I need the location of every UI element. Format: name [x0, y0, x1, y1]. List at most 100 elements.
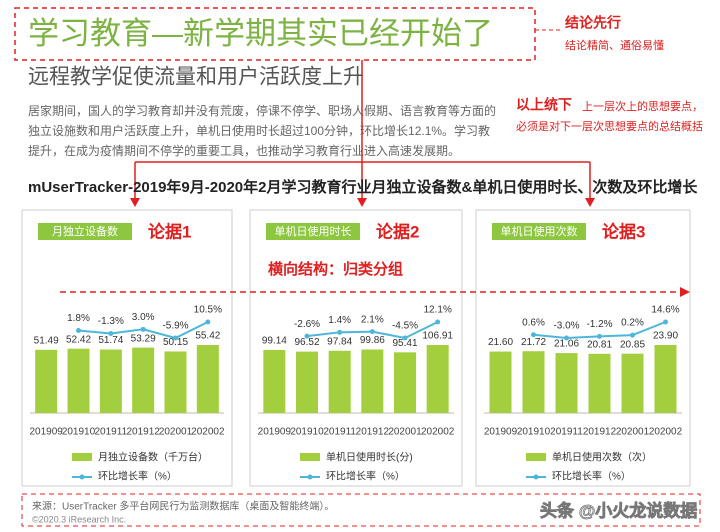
- legend-swatch: [533, 474, 539, 480]
- annotation-text: 必须是对下一层次思想要点的总结概括: [516, 119, 703, 133]
- evidence-label: 论据2: [376, 221, 419, 241]
- growth-point: [173, 335, 178, 341]
- legend-swatch: [72, 453, 92, 461]
- line-value-label: -5.9%: [162, 321, 188, 332]
- arrow-heads: [130, 198, 595, 207]
- x-tick-label: 201910: [62, 427, 96, 438]
- growth-point: [304, 333, 310, 339]
- bar-value-label: 21.72: [521, 337, 546, 348]
- line-value-label: 3.0%: [132, 312, 155, 323]
- growth-point: [630, 332, 635, 338]
- bar: [328, 350, 351, 413]
- tag-bg: [266, 223, 360, 240]
- bar: [35, 349, 58, 413]
- legend-label: 单机日使用次数（次）: [552, 451, 652, 464]
- bar-value-label: 20.85: [620, 339, 645, 350]
- growth-point: [531, 332, 536, 338]
- x-tick-label: 201912: [356, 427, 390, 438]
- growth-point: [76, 327, 81, 333]
- bar-value-label: 97.84: [327, 336, 352, 347]
- x-tick-label: 202002: [649, 427, 683, 438]
- annotation-text: 上一层次上的思想要点，: [582, 99, 703, 113]
- growth-point: [369, 329, 375, 335]
- line-value-label: 1.8%: [67, 313, 90, 324]
- line-value-label: -3.0%: [553, 321, 579, 332]
- bar: [522, 351, 545, 413]
- x-tick-label: 201911: [323, 427, 356, 438]
- hierarchy-arrows: [134, 60, 591, 200]
- line-value-label: 10.5%: [194, 305, 222, 316]
- x-tick-label: 201909: [484, 427, 518, 438]
- legend-label: 环比增长率（%）: [98, 470, 177, 483]
- x-tick-label: 202001: [388, 427, 422, 438]
- bar-value-label: 51.49: [34, 335, 59, 346]
- growth-point: [564, 335, 569, 341]
- line-value-label: 14.6%: [651, 305, 679, 316]
- growth-point: [337, 329, 343, 335]
- growth-point: [435, 319, 441, 325]
- bar: [588, 353, 611, 413]
- bar-value-label: 21.06: [554, 339, 579, 350]
- bar-value-label: 106.91: [422, 331, 453, 342]
- bar: [67, 348, 90, 413]
- x-tick-label: 202001: [159, 427, 193, 438]
- subtitle: 远程教学促使流量和用户活跃度上升: [28, 66, 364, 89]
- legend-label: 环比增长率（%）: [552, 470, 631, 483]
- bar: [164, 351, 187, 413]
- legend-swatch: [526, 453, 546, 461]
- growth-point: [140, 326, 146, 332]
- paragraph-line: 独立设施数和用户活跃度上升，单机日使用时长超过100分钟，环比增长12.1%。学…: [28, 123, 490, 138]
- bar: [132, 347, 155, 413]
- x-tick-label: 201911: [95, 427, 128, 438]
- panel: [249, 209, 463, 487]
- note-text: 结论精简、通俗易懂: [565, 38, 664, 52]
- bar: [394, 352, 416, 413]
- annotation-title: 以上统下: [516, 97, 572, 113]
- x-tick-label: 202001: [616, 427, 650, 438]
- x-tick-label: 201912: [126, 427, 160, 438]
- legend-label: 环比增长率（%）: [326, 470, 405, 483]
- source: 来源：UserTracker 多平台网民行为监测数据库（桌面及智能终端）。: [32, 500, 334, 513]
- line-value-label: 0.2%: [621, 318, 644, 329]
- line-value-label: 12.1%: [423, 305, 451, 316]
- panel: [21, 209, 233, 487]
- bar-value-label: 50.15: [163, 337, 188, 348]
- tag: 单机日使用时长: [275, 224, 352, 238]
- bar-value-label: 99.86: [360, 335, 385, 346]
- arrow-head: [680, 287, 690, 297]
- x-tick-label: 202002: [421, 427, 455, 438]
- bar-value-label: 20.81: [587, 339, 612, 350]
- evidence-label: 论据1: [148, 221, 191, 241]
- x-tick-label: 201910: [290, 427, 324, 438]
- tag: 月独立设备数: [52, 224, 118, 238]
- source-box: [21, 493, 701, 527]
- bar: [263, 349, 286, 413]
- line-value-label: -1.3%: [98, 316, 124, 327]
- growth-point: [402, 335, 408, 341]
- line-value-label: -1.2%: [586, 319, 612, 330]
- tag: 单机日使用次数: [501, 224, 578, 238]
- bar-value-label: 55.42: [195, 331, 220, 342]
- x-tick-label: 201910: [517, 427, 551, 438]
- bar: [555, 353, 578, 413]
- page-title: 学习教育—新学期其实已经开始了: [28, 16, 493, 51]
- bar-value-label: 21.60: [488, 337, 513, 348]
- bar-value-label: 52.42: [66, 334, 91, 345]
- bar: [296, 351, 318, 413]
- x-tick-label: 201912: [583, 427, 617, 438]
- line-value-label: 0.6%: [522, 317, 545, 328]
- watermark: 头条 @小火龙说数据: [540, 500, 697, 520]
- group-label: 横向结构：归类分组: [268, 260, 403, 278]
- bar-value-label: 96.52: [294, 337, 319, 348]
- bar-value-label: 95.41: [392, 338, 417, 349]
- tag-bg: [38, 223, 132, 240]
- copyright: ©2020.3 iResearch Inc.: [32, 514, 126, 524]
- title-box: [14, 7, 536, 61]
- legend-label: 月独立设备数（千万台）: [98, 451, 208, 464]
- x-tick-label: 201909: [258, 427, 292, 438]
- bar-value-label: 53.29: [131, 333, 156, 344]
- legend-swatch: [307, 474, 313, 480]
- bar: [654, 345, 677, 413]
- legend-swatch: [300, 453, 320, 461]
